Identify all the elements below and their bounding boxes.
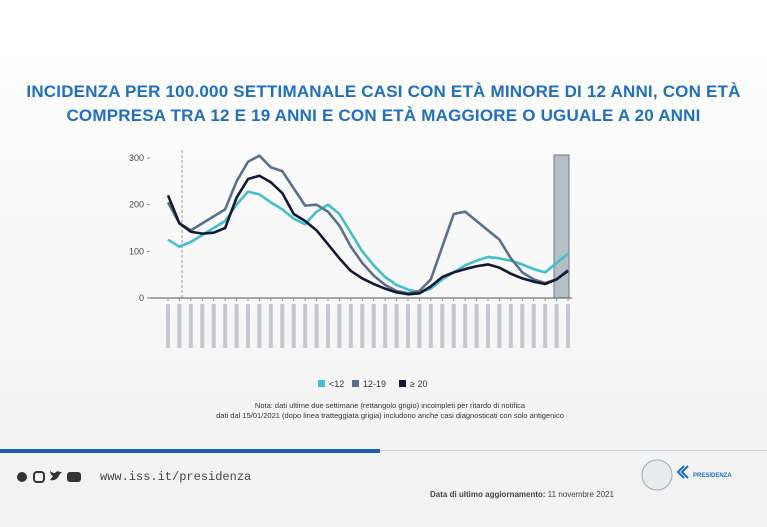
series-line bbox=[166, 174, 569, 296]
legend-swatch bbox=[399, 380, 406, 387]
x-tick-label-blur bbox=[166, 304, 170, 348]
y-tick-label: 0 bbox=[139, 293, 144, 303]
x-tick-label-blur bbox=[257, 304, 262, 348]
x-tick-label-blur bbox=[303, 304, 308, 348]
x-tick-label-blur bbox=[474, 304, 479, 348]
x-tick-label-blur bbox=[348, 304, 353, 348]
update-date: Data di ultimo aggiornamento: 11 novembr… bbox=[430, 490, 614, 499]
x-tick-label-blur bbox=[188, 304, 193, 348]
x-tick-label-blur bbox=[463, 304, 468, 348]
note-line: Nota: dati ultime due settimane (rettang… bbox=[254, 401, 526, 410]
x-tick-label-blur bbox=[383, 304, 388, 348]
x-tick-label-blur bbox=[337, 304, 342, 348]
x-tick-label-blur bbox=[246, 304, 250, 348]
x-tick-label-blur bbox=[280, 304, 285, 348]
x-tick-label-blur bbox=[543, 304, 548, 348]
y-tick-label: 200 bbox=[129, 200, 144, 210]
update-label: Data di ultimo aggiornamento: bbox=[430, 490, 546, 499]
x-tick-label-blur bbox=[211, 304, 216, 348]
x-tick-label-blur bbox=[200, 304, 205, 348]
series-line bbox=[166, 154, 569, 295]
x-tick-label-blur bbox=[314, 304, 319, 348]
x-tick-label-blur bbox=[531, 304, 536, 348]
series-line bbox=[167, 190, 569, 294]
y-tick-label: 300 bbox=[129, 153, 144, 163]
x-tick-label-blur bbox=[417, 304, 422, 348]
x-tick-label-blur bbox=[486, 304, 490, 348]
x-tick-label-blur bbox=[360, 304, 365, 348]
y-tick-label: 100 bbox=[129, 246, 144, 256]
x-tick-label-blur bbox=[326, 304, 330, 348]
x-tick-label-blur bbox=[291, 304, 296, 348]
legend-swatch bbox=[318, 380, 325, 387]
website: www.iss.it/presidenza bbox=[100, 470, 252, 484]
x-tick-label-blur bbox=[451, 304, 456, 348]
x-tick-label-blur bbox=[440, 304, 445, 348]
x-tick-label-blur bbox=[554, 304, 559, 348]
x-tick-label-blur bbox=[406, 304, 410, 348]
update-value: 11 novembre 2021 bbox=[547, 490, 614, 499]
slide-title-line: COMPRESA TRA 12 E 19 ANNI E CON ETÀ MAGG… bbox=[66, 106, 701, 125]
note-line: dati dal 15/01/2021 (dopo linea trattegg… bbox=[216, 411, 564, 420]
x-tick-label-blur bbox=[394, 304, 399, 348]
x-tick-label-blur bbox=[508, 304, 513, 348]
x-tick-label-blur bbox=[268, 304, 273, 348]
x-tick-label-blur bbox=[223, 304, 228, 348]
x-tick-label-blur bbox=[177, 304, 182, 348]
presidenza-label: PRESIDENZA bbox=[693, 473, 732, 479]
legend-label: <12 bbox=[329, 379, 344, 389]
legend: <12 12-19 ≥ 20 bbox=[318, 379, 427, 389]
legend-label: ≥ 20 bbox=[410, 379, 427, 389]
x-tick-label-blur bbox=[520, 304, 525, 348]
legend-label: 12-19 bbox=[363, 379, 386, 389]
legend-swatch bbox=[352, 380, 359, 387]
x-tick-label-blur bbox=[234, 304, 239, 348]
x-tick-label-blur bbox=[428, 304, 433, 348]
x-tick-label-blur bbox=[566, 304, 570, 348]
x-tick-label-blur bbox=[497, 304, 502, 348]
slide-title-line: INCIDENZA PER 100.000 SETTIMANALE CASI C… bbox=[26, 82, 741, 101]
x-tick-label-blur bbox=[371, 304, 376, 348]
